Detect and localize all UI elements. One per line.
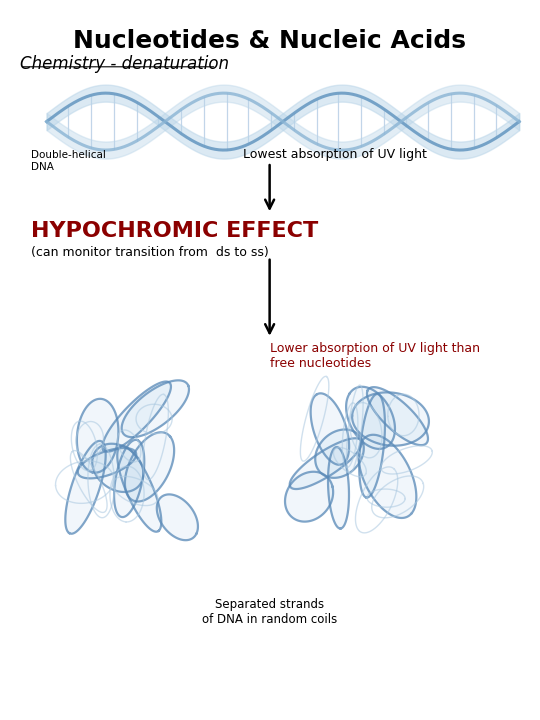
Polygon shape (352, 392, 429, 446)
Polygon shape (359, 394, 385, 498)
Polygon shape (117, 446, 161, 531)
Polygon shape (78, 448, 136, 478)
Polygon shape (125, 432, 174, 502)
Polygon shape (289, 438, 362, 489)
Polygon shape (92, 444, 144, 492)
Text: Separated strands
of DNA in random coils: Separated strands of DNA in random coils (202, 598, 338, 626)
Polygon shape (346, 387, 395, 449)
Polygon shape (122, 380, 189, 437)
Polygon shape (103, 382, 171, 451)
Polygon shape (359, 435, 416, 518)
Polygon shape (328, 447, 349, 528)
Text: Chemistry - denaturation: Chemistry - denaturation (20, 55, 229, 73)
Polygon shape (315, 430, 364, 478)
Text: Lowest absorption of UV light: Lowest absorption of UV light (243, 148, 427, 161)
Text: Nucleotides & Nucleic Acids: Nucleotides & Nucleic Acids (73, 29, 466, 53)
Text: Lower absorption of UV light than
free nucleotides: Lower absorption of UV light than free n… (269, 342, 480, 370)
Polygon shape (157, 495, 198, 540)
Polygon shape (285, 472, 333, 521)
Polygon shape (367, 387, 428, 445)
Polygon shape (114, 440, 144, 517)
Polygon shape (77, 399, 118, 472)
Text: HYPOCHROMIC EFFECT: HYPOCHROMIC EFFECT (31, 221, 318, 241)
Text: Double-helical
DNA: Double-helical DNA (31, 150, 106, 171)
Polygon shape (310, 393, 349, 464)
Polygon shape (65, 441, 106, 534)
Text: (can monitor transition from  ds to ss): (can monitor transition from ds to ss) (31, 246, 268, 259)
